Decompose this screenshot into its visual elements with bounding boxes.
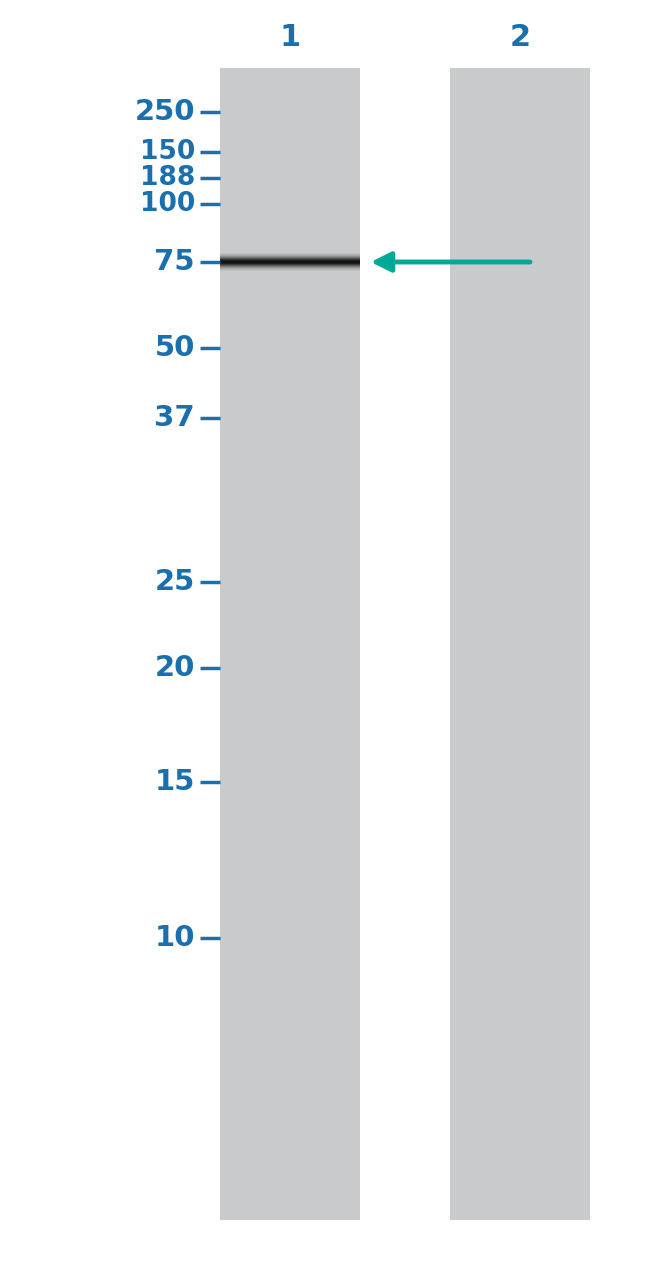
Text: 150: 150 [140, 138, 195, 165]
Bar [220, 69, 360, 1220]
Text: 15: 15 [155, 768, 195, 796]
Text: 188: 188 [140, 165, 195, 190]
Text: 2: 2 [510, 24, 530, 52]
Text: 37: 37 [154, 404, 195, 432]
Text: 50: 50 [155, 334, 195, 362]
Text: 10: 10 [155, 925, 195, 952]
Text: 75: 75 [155, 248, 195, 276]
Text: 250: 250 [135, 98, 195, 126]
Text: 1: 1 [280, 24, 300, 52]
Text: 100: 100 [140, 190, 195, 217]
Text: 20: 20 [155, 654, 195, 682]
Text: 25: 25 [155, 568, 195, 596]
Bar [450, 69, 590, 1220]
